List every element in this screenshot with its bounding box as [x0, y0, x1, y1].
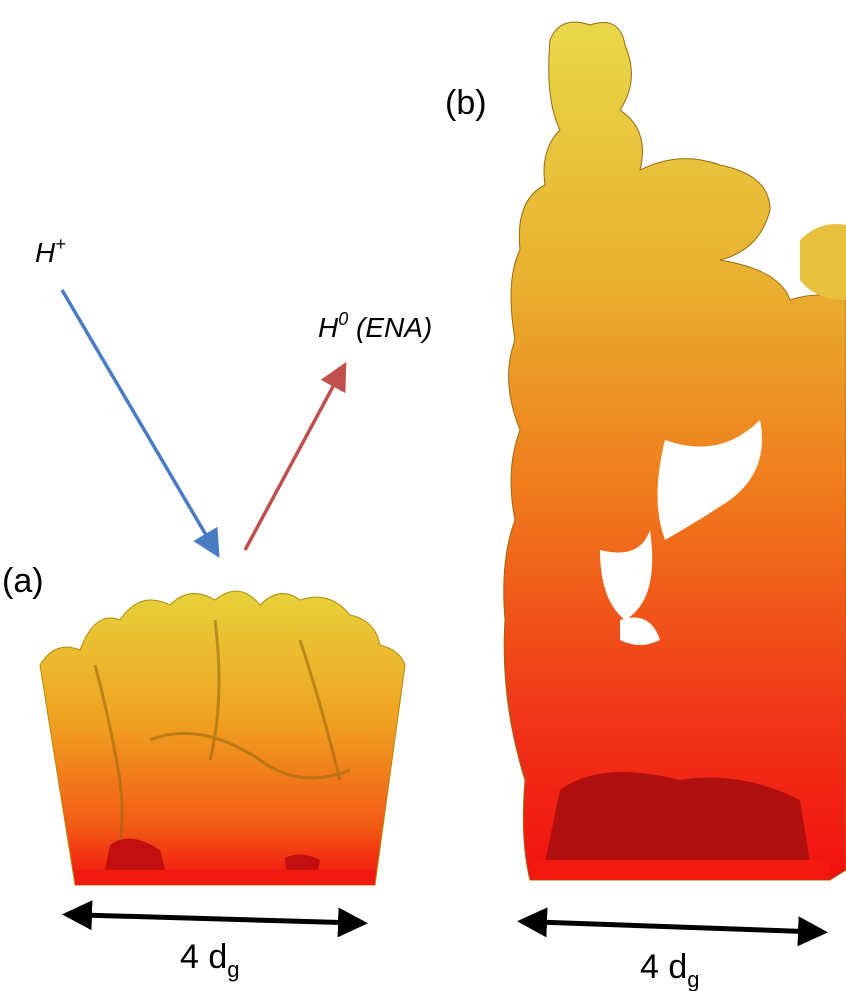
- width-sub: g: [227, 957, 239, 982]
- width-label: 4 dg: [640, 948, 700, 991]
- panel-label: (a): [2, 562, 44, 600]
- incoming-arrow: [62, 290, 216, 552]
- figure: (a) (b) H+ H0 (ENA) 4 dg 4 dg: [0, 0, 846, 991]
- width-sub: g: [687, 967, 699, 991]
- width-base: 4 d: [180, 938, 227, 976]
- symbol: H: [318, 312, 339, 343]
- charge: +: [55, 234, 66, 254]
- panel-label: (b): [445, 84, 487, 122]
- slab-b: [504, 22, 846, 880]
- charge: 0: [338, 309, 348, 329]
- note: (ENA): [348, 312, 432, 343]
- width-label: 4 dg: [180, 938, 240, 982]
- outgoing-arrow: [245, 368, 343, 550]
- slab-a: [40, 591, 405, 885]
- width-arrow-b: [537, 922, 818, 932]
- width-arrow-a: [82, 915, 358, 923]
- symbol: H: [35, 237, 56, 268]
- width-base: 4 d: [640, 948, 687, 986]
- outgoing-label: H0 (ENA): [318, 309, 432, 343]
- incoming-label: H+: [35, 234, 66, 268]
